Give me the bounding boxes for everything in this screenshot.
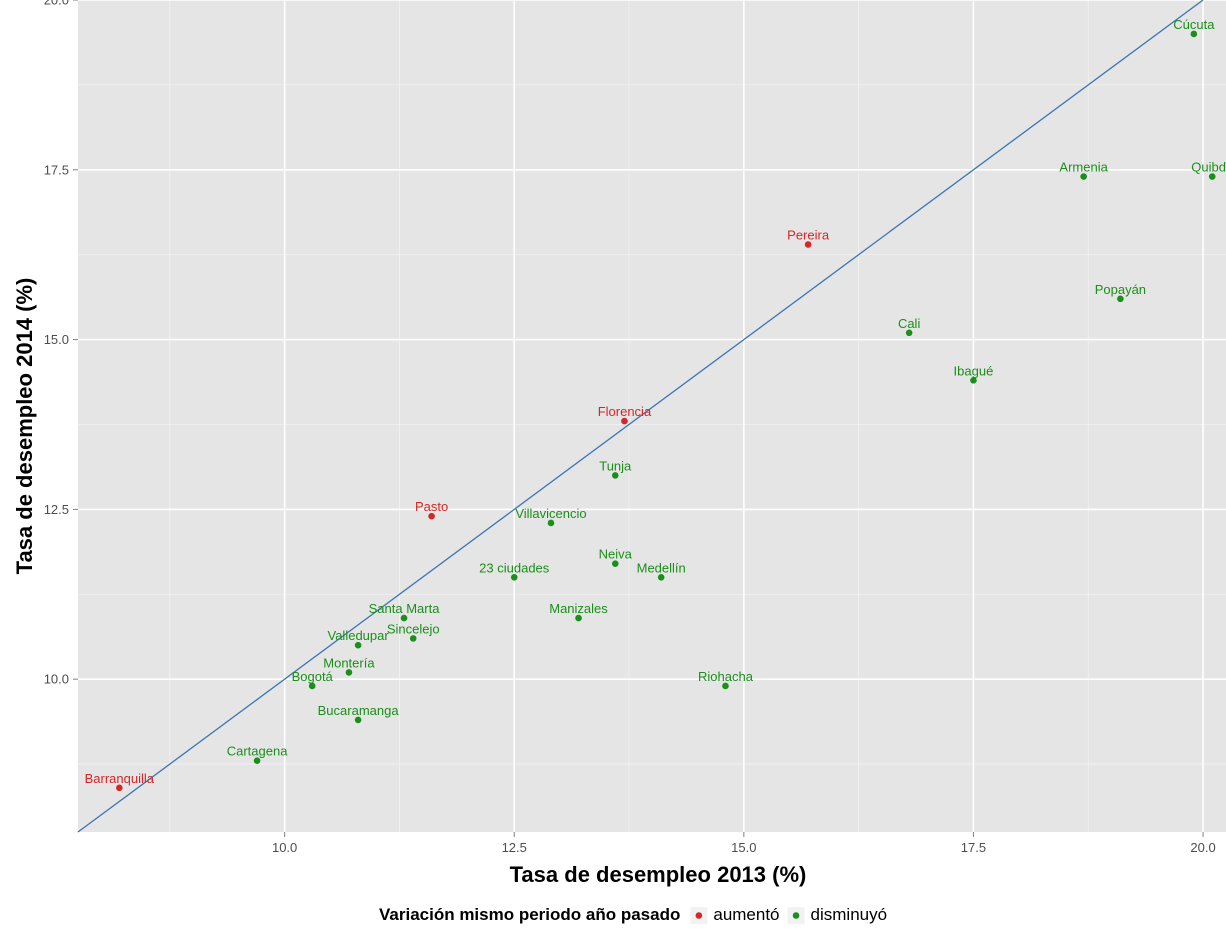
point-label: Florencia bbox=[598, 404, 652, 419]
points-group bbox=[116, 30, 1216, 792]
y-tick-label: 20.0 bbox=[44, 0, 69, 8]
x-axis-ticks: 10.0 12.5 15.0 17.5 20.0 bbox=[272, 832, 1216, 855]
legend-label: disminuyó bbox=[811, 905, 888, 924]
y-tick-label: 12.5 bbox=[44, 502, 69, 517]
point-label: 23 ciudades bbox=[479, 560, 550, 575]
point-label: Barranquilla bbox=[85, 771, 155, 786]
data-point bbox=[354, 716, 362, 724]
data-point bbox=[621, 417, 628, 425]
point-label: Quibdó bbox=[1191, 160, 1226, 175]
data-point bbox=[1080, 173, 1087, 180]
data-point bbox=[409, 635, 417, 642]
point-label: Manizales bbox=[549, 601, 608, 616]
point-label: Medellín bbox=[637, 560, 686, 575]
point-label: Valledupar bbox=[328, 628, 390, 643]
data-point bbox=[400, 614, 408, 622]
data-point bbox=[428, 512, 435, 520]
point-label: Villavicencio bbox=[515, 506, 586, 521]
x-tick-label: 17.5 bbox=[961, 840, 986, 855]
data-point bbox=[510, 574, 518, 581]
major-grid bbox=[78, 0, 1226, 832]
x-tick-label: 12.5 bbox=[502, 840, 527, 855]
legend-title: Variación mismo periodo año pasado bbox=[379, 905, 680, 924]
plot-panel bbox=[78, 0, 1226, 832]
data-point bbox=[970, 377, 977, 384]
legend-marker bbox=[792, 912, 800, 919]
data-point bbox=[804, 241, 812, 248]
y-tick-label: 15.0 bbox=[44, 332, 69, 347]
point-label: Riohacha bbox=[698, 669, 754, 684]
point-label: Pasto bbox=[415, 499, 448, 514]
data-point bbox=[547, 519, 555, 527]
point-label: Bogotá bbox=[292, 669, 334, 684]
x-axis-title: Tasa de desempleo 2013 (%) bbox=[510, 862, 807, 887]
minor-grid bbox=[78, 0, 1226, 832]
data-point bbox=[905, 329, 913, 337]
data-point bbox=[611, 472, 619, 479]
point-label: Ibagué bbox=[954, 363, 994, 378]
point-label: Tunja bbox=[599, 458, 632, 473]
data-point bbox=[308, 682, 316, 690]
data-point bbox=[657, 574, 665, 581]
y-tick-label: 17.5 bbox=[44, 162, 69, 177]
point-label: Armenia bbox=[1059, 160, 1108, 175]
point-label: Pereira bbox=[787, 228, 830, 243]
point-label: Neiva bbox=[599, 547, 633, 562]
point-label: Cali bbox=[898, 316, 921, 331]
point-label: Bucaramanga bbox=[318, 703, 400, 718]
reference-line-group bbox=[77, 0, 1204, 833]
data-point bbox=[116, 784, 123, 792]
point-labels-group: Cúcuta Armenia Quibdó Pereira Popayán Cali Iba… bbox=[85, 17, 1226, 786]
x-tick-label: 15.0 bbox=[731, 840, 756, 855]
point-label: Popayán bbox=[1095, 282, 1146, 297]
legend-marker bbox=[695, 912, 703, 919]
point-label: Cúcuta bbox=[1173, 17, 1215, 32]
point-label: Cartagena bbox=[227, 744, 288, 759]
point-label: Santa Marta bbox=[369, 601, 441, 616]
data-point bbox=[345, 669, 353, 676]
legend: Variación mismo periodo año pasado aument… bbox=[379, 905, 887, 924]
y-axis-ticks: 10.0 12.5 15.0 17.5 20.0 bbox=[44, 0, 78, 687]
data-point bbox=[722, 682, 729, 690]
y-axis-title: Tasa de desempleo 2014 (%) bbox=[12, 278, 37, 575]
data-point bbox=[1117, 295, 1124, 303]
data-point bbox=[1190, 30, 1198, 38]
x-tick-label: 10.0 bbox=[272, 840, 297, 855]
point-label: Montería bbox=[323, 655, 375, 670]
data-point bbox=[611, 560, 619, 568]
data-point bbox=[575, 614, 582, 622]
data-point bbox=[1208, 173, 1216, 180]
data-point bbox=[253, 757, 261, 764]
data-point bbox=[354, 641, 362, 649]
x-tick-label: 20.0 bbox=[1190, 840, 1215, 855]
identity-reference-line bbox=[77, 0, 1204, 833]
legend-label: aumentó bbox=[713, 905, 779, 924]
point-label: Sincelejo bbox=[387, 621, 440, 636]
y-tick-label: 10.0 bbox=[44, 672, 69, 687]
